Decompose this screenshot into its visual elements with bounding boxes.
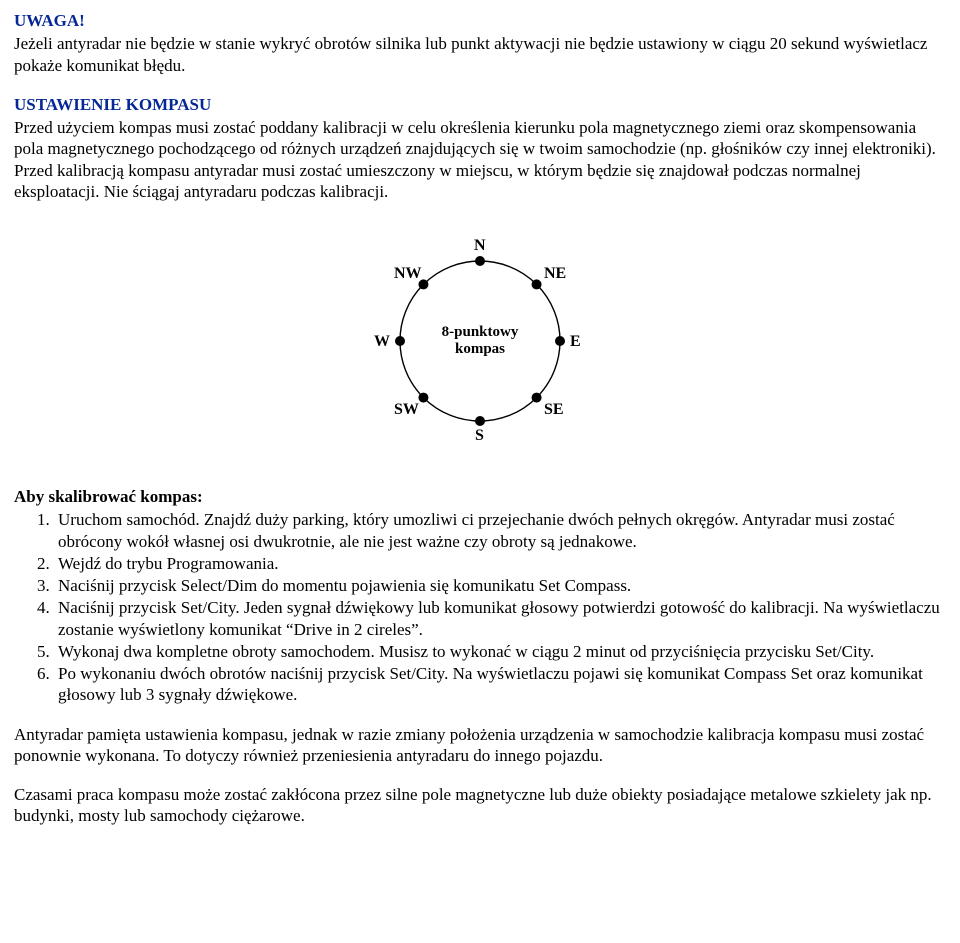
compass-dot-s — [475, 416, 485, 426]
note-paragraph-1: Antyradar pamięta ustawienia kompasu, je… — [14, 724, 946, 767]
note-paragraph-2: Czasami praca kompasu może zostać zakłóc… — [14, 784, 946, 827]
step-6: Po wykonaniu dwóch obrotów naciśnij przy… — [54, 663, 946, 706]
compass-dot-e — [555, 336, 565, 346]
compass-label-s: S — [475, 426, 484, 446]
compass-dot-n — [475, 256, 485, 266]
compass-setup-heading: USTAWIENIE KOMPASU — [14, 94, 946, 115]
compass-center-text: 8-punktowy kompas — [438, 324, 522, 359]
compass-label-w: W — [374, 332, 390, 352]
calibration-steps: Uruchom samochód. Znajdź duży parking, k… — [14, 509, 946, 705]
step-3: Naciśnij przycisk Select/Dim do momentu … — [54, 575, 946, 596]
compass-label-nw: NW — [394, 264, 422, 284]
compass-diagram: N NE E SE S SW W NW 8-punktowy kompas — [360, 216, 600, 466]
step-1: Uruchom samochód. Znajdź duży parking, k… — [54, 509, 946, 552]
calibration-heading: Aby skalibrować kompas: — [14, 486, 946, 507]
compass-setup-text: Przed użyciem kompas musi zostać poddany… — [14, 117, 946, 202]
warning-text: Jeżeli antyradar nie będzie w stanie wyk… — [14, 33, 946, 76]
compass-label-se: SE — [544, 400, 564, 420]
warning-heading: UWAGA! — [14, 10, 946, 31]
compass-dot-sw — [418, 393, 428, 403]
compass-center-line2: kompas — [455, 341, 505, 357]
compass-label-n: N — [474, 236, 486, 256]
step-2: Wejdź do trybu Programowania. — [54, 553, 946, 574]
compass-dot-ne — [532, 279, 542, 289]
compass-label-sw: SW — [394, 400, 419, 420]
step-4: Naciśnij przycisk Set/City. Jeden sygnał… — [54, 597, 946, 640]
compass-dot-se — [532, 393, 542, 403]
compass-label-e: E — [570, 332, 581, 352]
compass-label-ne: NE — [544, 264, 566, 284]
compass-center-line1: 8-punktowy — [442, 324, 519, 340]
compass-dot-w — [395, 336, 405, 346]
step-5: Wykonaj dwa kompletne obroty samochodem.… — [54, 641, 946, 662]
